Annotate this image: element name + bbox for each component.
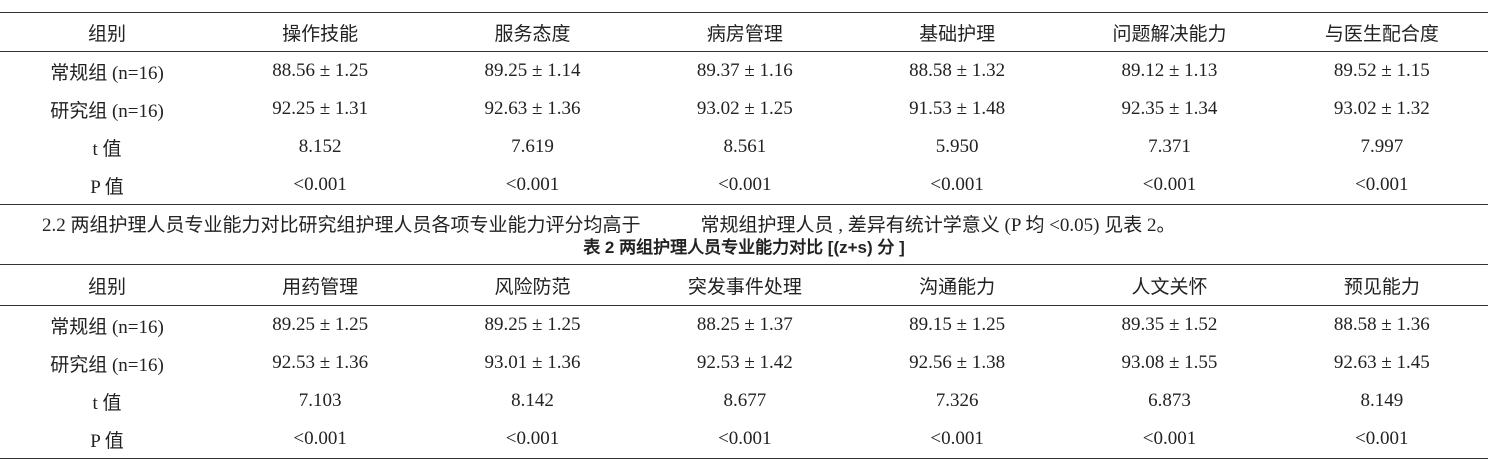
cell: 93.01 ± 1.36: [484, 352, 581, 373]
cell: 92.53 ± 1.42: [696, 352, 793, 373]
cell: 93.02 ± 1.25: [696, 98, 793, 119]
cell: 7.103: [298, 390, 342, 411]
cell: 89.37 ± 1.16: [696, 60, 793, 81]
cell: <0.001: [214, 420, 427, 459]
header-cell: 用药管理: [214, 264, 427, 306]
cell: 92.25 ± 1.31: [272, 98, 369, 119]
cell: 8.149: [1360, 390, 1404, 411]
cell: 8.561: [723, 136, 767, 157]
cell: 92.35 ± 1.34: [1121, 98, 1218, 119]
cell: 7.371: [1148, 136, 1191, 157]
cell: 89.25 ± 1.14: [484, 60, 581, 81]
cell: 89.35 ± 1.52: [1121, 314, 1218, 335]
cell: t 值: [92, 138, 122, 160]
row: 常规组 (n=16) 88.56 ± 1.25 89.25 ± 1.14 89.37 …: [0, 52, 1488, 91]
row: 研究组 (n=16) 92.25 ± 1.31 92.63 ± 1.36 93.02 …: [0, 90, 1488, 128]
cell: 92.63 ± 1.36: [484, 98, 581, 119]
cell: <0.001: [426, 420, 639, 459]
row: P 值 <0.001 <0.001 <0.001 <0.001 <0.001 <0.001: [0, 166, 1488, 205]
cell: 常规组 (n=16): [50, 316, 164, 338]
cell: 93.02 ± 1.32: [1333, 98, 1430, 119]
header-cell: 服务态度: [426, 12, 639, 52]
cell: 89.25 ± 1.25: [272, 314, 369, 335]
table-body: 常规组 (n=16) 89.25 ± 1.25 89.25 ± 1.25 88.25 …: [0, 306, 1488, 459]
cell: <0.001: [1275, 166, 1488, 205]
cell: t 值: [92, 392, 122, 414]
cell: 89.12 ± 1.13: [1121, 60, 1218, 81]
row: t 值 8.152 7.619 8.561 5.950 7.371 7.997: [0, 128, 1488, 166]
header-cell: 问题解决能力: [1063, 12, 1276, 52]
header-cell: 组别: [0, 264, 214, 306]
cell: 8.152: [298, 136, 342, 157]
cell: 88.56 ± 1.25: [272, 60, 369, 81]
paragraph: 2.2 两组护理人员专业能力对比研究组护理人员各项专业能力评分均高于 常规组护理人…: [42, 210, 1176, 237]
cell: <0.001: [638, 166, 851, 205]
header-cell: 基础护理: [850, 12, 1064, 52]
cell: 8.677: [723, 390, 767, 411]
row: t 值 7.103 8.142 8.677 7.326 6.873 8.149: [0, 382, 1488, 420]
row: P 值 <0.001 <0.001 <0.001 <0.001 <0.001 <0.001: [0, 420, 1488, 459]
cell: 91.53 ± 1.48: [909, 98, 1006, 119]
header-cell: 风险防范: [426, 264, 639, 306]
row: 常规组 (n=16) 89.25 ± 1.25 89.25 ± 1.25 88.25 …: [0, 306, 1488, 345]
cell: 88.25 ± 1.37: [696, 314, 793, 335]
cell: 93.08 ± 1.55: [1121, 352, 1218, 373]
row: 研究组 (n=16) 92.53 ± 1.36 93.01 ± 1.36 92.53 …: [0, 344, 1488, 382]
cell: 89.15 ± 1.25: [909, 314, 1006, 335]
cell: 92.63 ± 1.45: [1333, 352, 1430, 373]
cell: 7.326: [935, 390, 979, 411]
header-cell: 操作技能: [214, 12, 427, 52]
cell: 89.52 ± 1.15: [1333, 60, 1430, 81]
cell: 研究组 (n=16): [50, 354, 164, 376]
cell: <0.001: [426, 166, 639, 205]
header-cell: 突发事件处理: [638, 264, 851, 306]
table-caption: 表 2 两组护理人员专业能力对比 [(z+s) 分 ]: [583, 238, 905, 257]
cell: <0.001: [850, 166, 1064, 205]
header-cell: 病房管理: [638, 12, 851, 52]
cell: 5.950: [935, 136, 979, 157]
header-row: 组别 操作技能 服务态度 病房管理 基础护理 问题解决能力 与医生配合度: [0, 12, 1488, 52]
paragraph-part: 常规组护理人员 , 差异有统计学意义 (P 均 <0.05) 见表 2。: [700, 215, 1176, 236]
cell: 7.619: [511, 136, 554, 157]
table-header: 组别 操作技能 服务态度 病房管理 基础护理 问题解决能力 与医生配合度: [0, 12, 1488, 52]
cell: <0.001: [638, 420, 851, 459]
cell: P 值: [0, 420, 214, 459]
cell: P 值: [0, 166, 214, 205]
header-cell: 人文关怀: [1063, 264, 1276, 306]
cell: 88.58 ± 1.36: [1333, 314, 1430, 335]
paragraph-part: 2.2 两组护理人员专业能力对比研究组护理人员各项专业能力评分均高于: [42, 215, 641, 236]
cell: <0.001: [1275, 420, 1488, 459]
cell: 7.997: [1360, 136, 1404, 157]
header-cell: 与医生配合度: [1275, 12, 1488, 52]
cell: <0.001: [1063, 166, 1276, 205]
cell: <0.001: [214, 166, 427, 205]
cell: 研究组 (n=16): [50, 100, 164, 122]
cell: <0.001: [1063, 420, 1276, 459]
cell: 8.142: [511, 390, 554, 411]
table-header: 组别 用药管理 风险防范 突发事件处理 沟通能力 人文关怀 预见能力: [0, 264, 1488, 306]
table: 组别 操作技能 服务态度 病房管理 基础护理 问题解决能力 与医生配合度 常规组 (n=16)…: [0, 12, 1488, 205]
cell: 88.58 ± 1.32: [909, 60, 1006, 81]
header-cell: 沟通能力: [850, 264, 1064, 306]
cell: 89.25 ± 1.25: [484, 314, 581, 335]
cell: 常规组 (n=16): [50, 62, 164, 84]
cell: <0.001: [850, 420, 1064, 459]
cell: 92.53 ± 1.36: [272, 352, 369, 373]
header-cell: 组别: [0, 12, 214, 52]
header-row: 组别 用药管理 风险防范 突发事件处理 沟通能力 人文关怀 预见能力: [0, 264, 1488, 306]
table-body: 常规组 (n=16) 88.56 ± 1.25 89.25 ± 1.14 89.37 …: [0, 52, 1488, 205]
cell: 92.56 ± 1.38: [909, 352, 1006, 373]
cell: 6.873: [1148, 390, 1191, 411]
table: 组别 用药管理 风险防范 突发事件处理 沟通能力 人文关怀 预见能力常规组 (n=16) 89…: [0, 264, 1488, 459]
header-cell: 预见能力: [1275, 264, 1488, 306]
